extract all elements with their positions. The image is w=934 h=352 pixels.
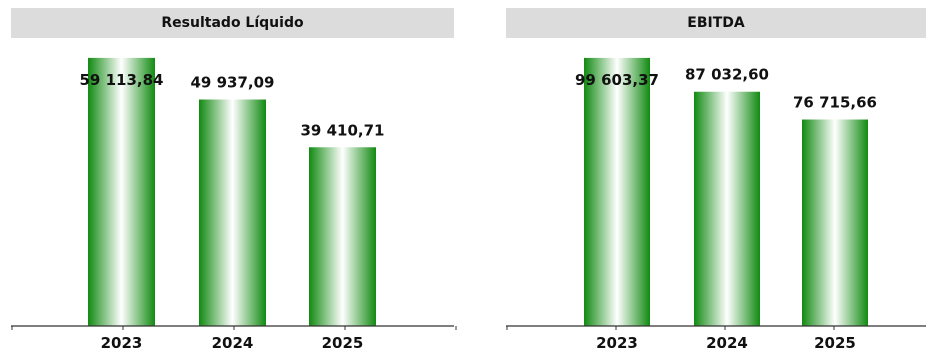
data-label-2023: 59 113,84 (80, 71, 164, 89)
bar-2023 (88, 57, 155, 327)
x-tick-label-2023: 2023 (596, 334, 638, 352)
data-label-2025: 39 410,71 (301, 121, 385, 139)
bar-2023 (584, 57, 650, 326)
x-tick-label-2023: 2023 (101, 334, 143, 352)
bar-2024 (694, 91, 760, 327)
bar-2024 (199, 99, 266, 326)
x-tick-label-2025: 2025 (322, 334, 364, 352)
chart-title: Resultado Líquido (11, 8, 454, 38)
chart-ebitda: 99 603,37 2023 87 032,60 2024 76 715,66 2025 (506, 57, 926, 352)
chart-panel-resultado-liquido: Resultado Líquido 59 113,84 2023 49 937,09… (8, 0, 457, 352)
chart-resultado-liquido: 59 113,84 2023 49 937,09 2024 39 410,71 2025 (11, 57, 457, 352)
data-label-2025: 76 715,66 (793, 94, 877, 112)
data-label-2024: 49 937,09 (191, 74, 275, 92)
data-label-2023: 99 603,37 (575, 71, 659, 89)
data-label-2024: 87 032,60 (685, 66, 769, 84)
x-tick-label-2025: 2025 (814, 334, 856, 352)
x-tick-label-2024: 2024 (706, 334, 748, 352)
chart-panel-ebitda: EBITDA 99 603,37 2023 87 032,60 2024 76 715,… (500, 0, 930, 352)
chart-title: EBITDA (506, 8, 926, 38)
bar-2025 (802, 119, 868, 326)
bar-2025 (309, 147, 376, 326)
x-tick-label-2024: 2024 (212, 334, 254, 352)
